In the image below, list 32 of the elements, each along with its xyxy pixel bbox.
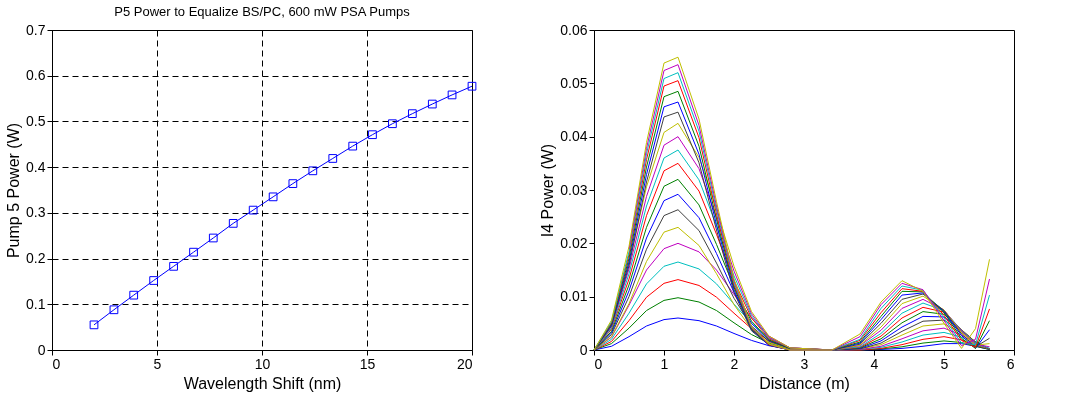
y-axis-title: I4 Power (W) bbox=[539, 143, 557, 238]
y-tick-label: 0.1 bbox=[26, 295, 46, 312]
y-tick-label: 0.5 bbox=[26, 112, 46, 129]
x-tick-label: 4 bbox=[870, 355, 879, 372]
y-tick-label: 0.04 bbox=[560, 128, 588, 145]
y-tick-label: 0.6 bbox=[26, 67, 46, 84]
x-tick-label: 10 bbox=[254, 355, 271, 372]
y-tick-label: 0.3 bbox=[26, 204, 46, 221]
chart-title: P5 Power to Equalize BS/PC, 600 mW PSA Pumps bbox=[114, 4, 411, 19]
y-tick-label: 0.7 bbox=[26, 21, 46, 38]
x-tick-label: 3 bbox=[800, 355, 809, 372]
x-tick-label: 0 bbox=[52, 355, 61, 372]
y-tick-label: 0.05 bbox=[560, 74, 588, 91]
x-tick-label: 5 bbox=[940, 355, 949, 372]
x-tick-label: 2 bbox=[730, 355, 739, 372]
y-tick-label: 0.4 bbox=[26, 158, 46, 175]
y-tick-label: 0 bbox=[37, 341, 46, 358]
x-axis-title: Wavelength Shift (nm) bbox=[183, 374, 342, 392]
x-tick-label: 5 bbox=[153, 355, 162, 372]
x-tick-label: 1 bbox=[660, 355, 669, 372]
y-axis-title: Pump 5 Power (W) bbox=[5, 122, 23, 259]
y-tick-label: 0 bbox=[579, 341, 588, 358]
y-tick-label: 0.01 bbox=[560, 288, 588, 305]
y-tick-label: 0.06 bbox=[560, 21, 588, 38]
x-tick-label: 0 bbox=[594, 355, 603, 372]
y-tick-label: 0.02 bbox=[560, 234, 588, 251]
x-tick-label: 20 bbox=[456, 355, 473, 372]
x-tick-label: 6 bbox=[1006, 355, 1015, 372]
x-axis-title: Distance (m) bbox=[759, 374, 850, 392]
y-tick-label: 0.03 bbox=[560, 181, 588, 198]
y-tick-label: 0.2 bbox=[26, 250, 46, 267]
x-tick-label: 15 bbox=[359, 355, 376, 372]
